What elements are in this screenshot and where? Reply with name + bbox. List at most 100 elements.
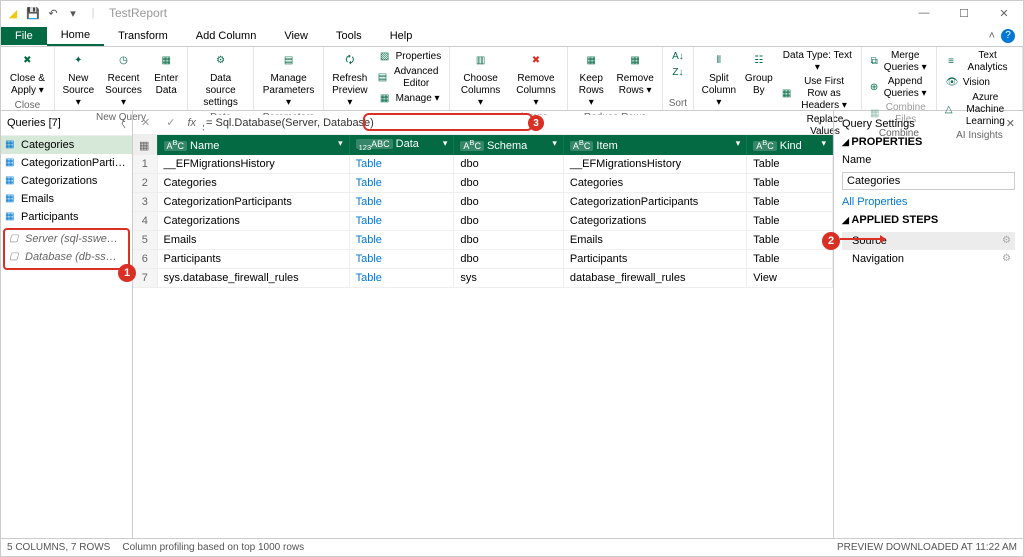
column-header[interactable]: ABCKind▾ [747,135,833,155]
keep-rows-button[interactable]: ▦Keep Rows ▾ [572,49,610,111]
table-cell[interactable]: View [747,269,833,288]
table-cell[interactable]: Table [349,155,454,174]
table-cell[interactable]: Table [747,174,833,193]
table-corner[interactable]: ▦ [133,135,157,155]
column-header[interactable]: ABCSchema▾ [454,135,563,155]
applied-step[interactable]: Navigation⚙ [842,250,1015,268]
vision-button[interactable]: 👁Vision [941,75,1018,91]
append-queries-button[interactable]: ⊕Append Queries ▾ [866,75,932,101]
table-row[interactable]: 3CategorizationParticipantsTabledboCateg… [133,193,833,212]
tab-view[interactable]: View [270,27,322,45]
table-cell[interactable]: Table [747,250,833,269]
table-row[interactable]: 5EmailsTabledboEmailsTable [133,231,833,250]
table-cell[interactable]: CategorizationParticipants [563,193,746,212]
tab-file[interactable]: File [1,27,47,45]
table-cell[interactable]: Table [747,212,833,231]
advanced-editor-button[interactable]: ▤Advanced Editor [374,65,446,91]
column-header[interactable]: ABCItem▾ [563,135,746,155]
queries-param-item[interactable]: Database (db-ssweagleey... [5,248,128,266]
step-gear-icon[interactable]: ⚙ [1002,253,1011,264]
table-cell[interactable]: Table [349,212,454,231]
close-apply-button[interactable]: ✖Close & Apply ▾ [5,49,50,99]
close-window-button[interactable]: ✕ [989,3,1019,23]
table-row[interactable]: 7sys.database_firewall_rulesTablesysdata… [133,269,833,288]
table-cell[interactable]: Table [747,231,833,250]
tab-transform[interactable]: Transform [104,27,182,45]
applied-steps-section[interactable]: APPLIED STEPS [842,214,1015,226]
table-cell[interactable]: dbo [454,250,563,269]
close-settings-icon[interactable]: ✕ [1006,117,1015,130]
queries-item[interactable]: Participants [1,208,132,226]
table-cell[interactable]: Categories [157,174,349,193]
remove-rows-button[interactable]: ▦Remove Rows ▾ [612,49,658,111]
tab-home[interactable]: Home [47,26,104,46]
sort-asc-button[interactable]: A↓ [667,49,689,65]
properties-section[interactable]: PROPERTIES [842,136,1015,148]
tab-help[interactable]: Help [376,27,427,45]
data-grid[interactable]: ▦ABCName▾123ABCData▾ABCSchema▾ABCItem▾AB… [133,135,833,538]
queries-item[interactable]: Categories [1,136,132,154]
tab-add-column[interactable]: Add Column [182,27,271,45]
recent-sources-button[interactable]: ◷Recent Sources ▾ [100,49,147,111]
formula-accept-icon[interactable]: ✓ [162,116,179,129]
help-icon[interactable]: ? [1001,29,1015,43]
undo-icon[interactable]: ↶ [45,5,61,21]
table-cell[interactable]: database_firewall_rules [563,269,746,288]
table-row[interactable]: 1__EFMigrationsHistoryTabledbo__EFMigrat… [133,155,833,174]
table-cell[interactable]: Categorizations [157,212,349,231]
column-header[interactable]: 123ABCData▾ [349,135,454,155]
formula-cancel-icon[interactable]: ✕ [137,116,154,129]
table-cell[interactable]: CategorizationParticipants [157,193,349,212]
table-row[interactable]: 4CategorizationsTabledboCategorizationsT… [133,212,833,231]
queries-item[interactable]: CategorizationParticipants [1,154,132,172]
table-cell[interactable]: Categories [563,174,746,193]
all-properties-link[interactable]: All Properties [842,196,1015,208]
remove-columns-button[interactable]: ✖Remove Columns ▾ [509,49,563,111]
merge-queries-button[interactable]: ⧉Merge Queries ▾ [866,49,932,75]
table-cell[interactable]: dbo [454,231,563,250]
text-analytics-button[interactable]: ≡Text Analytics [941,49,1018,75]
manage-query-button[interactable]: ▦Manage ▾ [374,91,446,107]
minimize-button[interactable]: — [909,3,939,23]
table-cell[interactable]: sys.database_firewall_rules [157,269,349,288]
table-cell[interactable]: Table [349,174,454,193]
table-cell[interactable]: dbo [454,212,563,231]
queries-param-item[interactable]: Server (sql-ssweagleeye-... [5,230,128,248]
table-cell[interactable]: Table [747,155,833,174]
table-cell[interactable]: dbo [454,174,563,193]
column-header[interactable]: ABCName▾ [157,135,349,155]
table-cell[interactable]: Table [349,250,454,269]
table-cell[interactable]: Table [349,193,454,212]
table-cell[interactable]: dbo [454,155,563,174]
refresh-preview-button[interactable]: 🗘Refresh Preview ▾ [328,49,372,111]
maximize-button[interactable]: ☐ [949,3,979,23]
table-cell[interactable]: __EFMigrationsHistory [563,155,746,174]
applied-step[interactable]: Source⚙ [842,232,1015,250]
table-cell[interactable]: Categorizations [563,212,746,231]
query-name-input[interactable] [842,172,1015,190]
table-cell[interactable]: Emails [157,231,349,250]
manage-parameters-button[interactable]: ▤Manage Parameters ▾ [258,49,319,111]
table-cell[interactable]: Table [747,193,833,212]
table-row[interactable]: 6ParticipantsTabledboParticipantsTable [133,250,833,269]
table-cell[interactable]: sys [454,269,563,288]
table-cell[interactable]: dbo [454,193,563,212]
ribbon-collapse-icon[interactable]: ˄ [989,30,995,42]
formula-expand-icon[interactable]: ˅ [811,117,829,129]
sort-desc-button[interactable]: Z↓ [667,65,689,81]
queries-header[interactable]: Queries [7] 〈 [1,111,132,136]
formula-input[interactable] [204,115,803,131]
table-cell[interactable]: Emails [563,231,746,250]
new-source-button[interactable]: ✦New Source ▾ [59,49,98,111]
save-icon[interactable]: 💾 [25,5,41,21]
table-cell[interactable]: Table [349,269,454,288]
queries-item[interactable]: Emails [1,190,132,208]
data-type-button[interactable]: Data Type: Text ▾ [778,49,857,75]
enter-data-button[interactable]: ▦Enter Data [149,49,183,111]
table-cell[interactable]: Participants [157,250,349,269]
queries-item[interactable]: Categorizations [1,172,132,190]
qat-dropdown-icon[interactable]: ▾ [65,5,81,21]
first-row-headers-button[interactable]: ▦Use First Row as Headers ▾ [778,75,857,113]
table-row[interactable]: 2CategoriesTabledboCategoriesTable [133,174,833,193]
table-cell[interactable]: Participants [563,250,746,269]
